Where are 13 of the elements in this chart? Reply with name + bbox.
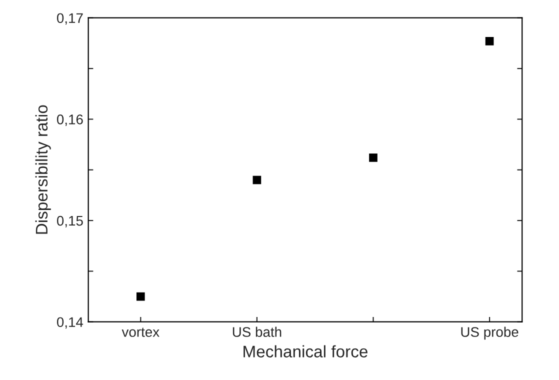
point <box>252 176 262 184</box>
x-tick-label: vortex <box>122 328 160 337</box>
point <box>369 154 378 162</box>
y-tick-label: 0,17 <box>56 13 83 25</box>
point <box>485 37 494 46</box>
y-axis-title: Dispersibility ratio <box>35 105 51 234</box>
y-tick-label: 0,15 <box>56 216 83 228</box>
y-tick-label: 0,14 <box>56 317 84 329</box>
x-tick-label: US probe <box>461 326 518 340</box>
x-axis-title: Mechanical force <box>244 345 368 358</box>
y-tick-label: 0,16 <box>56 114 83 126</box>
point <box>136 292 145 301</box>
x-tick-label: US bath <box>232 326 282 337</box>
